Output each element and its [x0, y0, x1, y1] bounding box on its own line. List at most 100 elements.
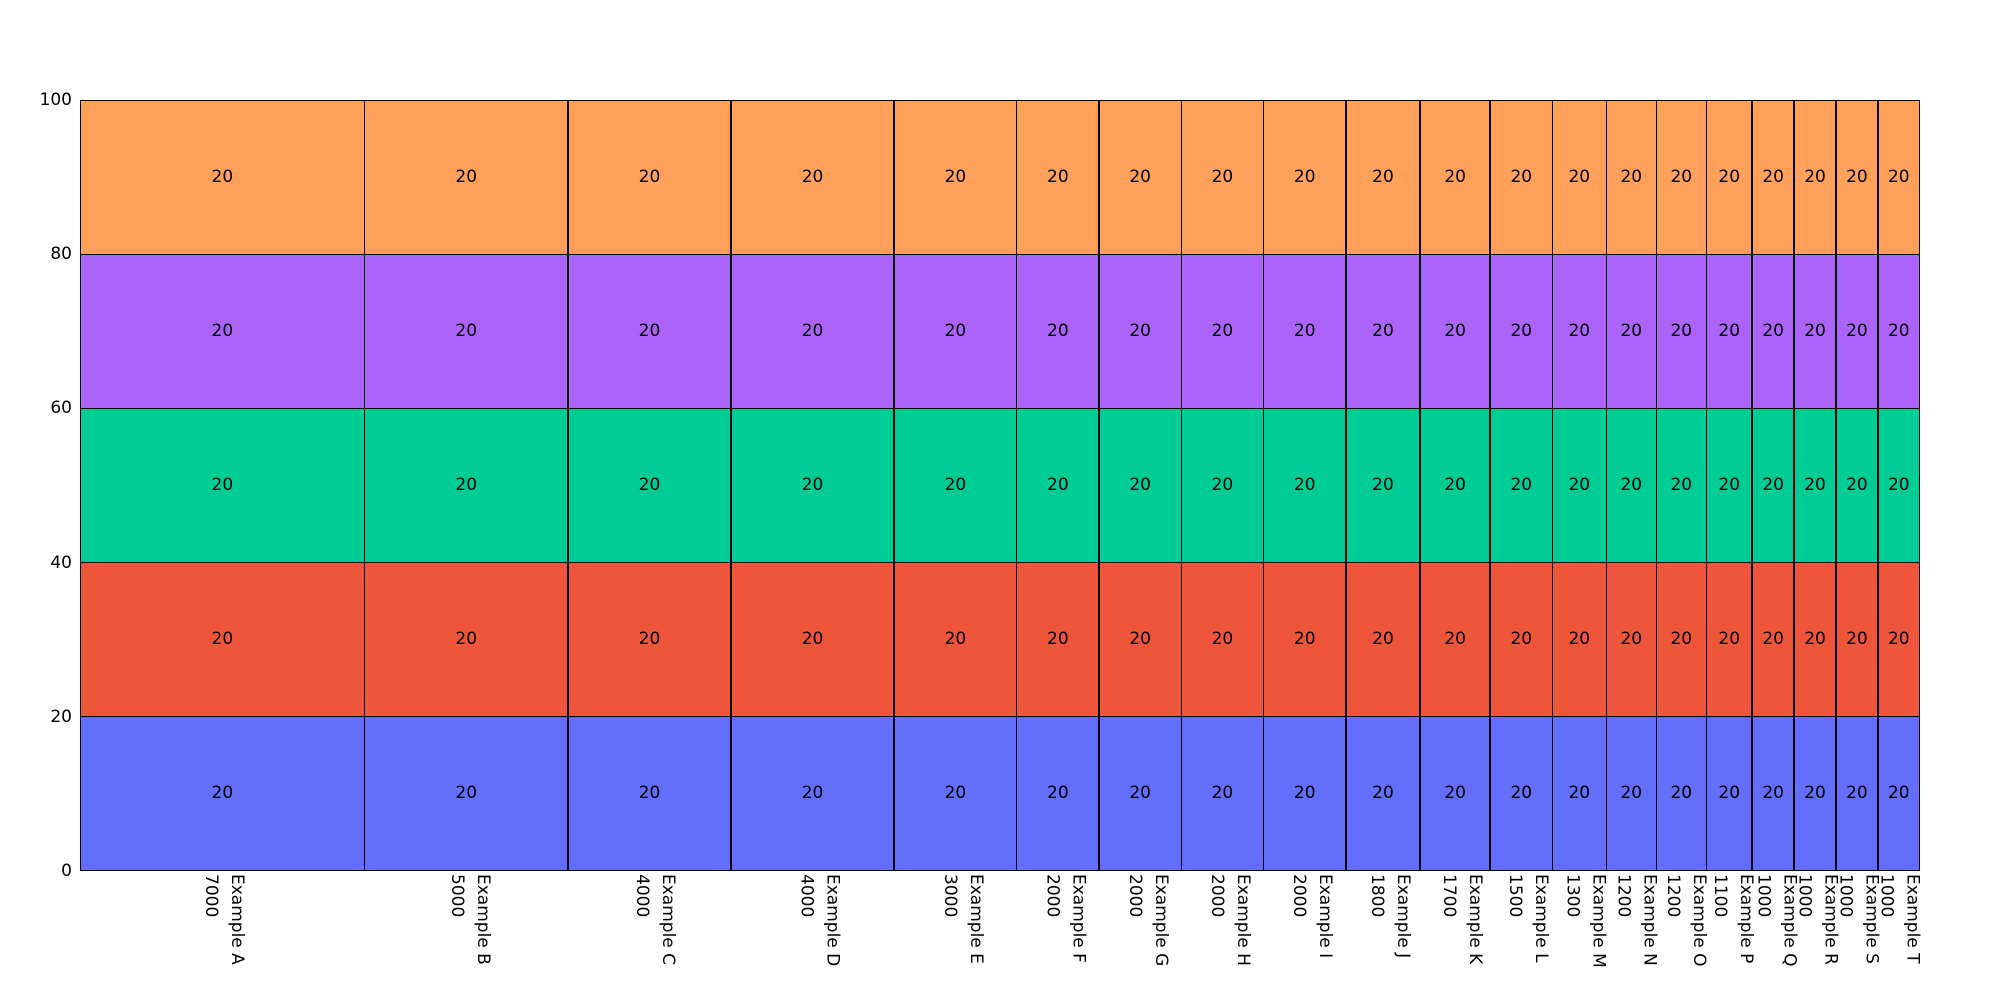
chart-cell-segment-1-blue-col4: 20: [731, 717, 894, 870]
chart-cell-segment-2-red-col18: 20: [1794, 563, 1836, 716]
x-tick-label-20: Example T 1000: [1873, 874, 1925, 964]
category-name: Example T: [1902, 874, 1923, 964]
chart-cell-segment-2-red-col11: 20: [1420, 563, 1490, 716]
chart-cell-segment-5-orange-col11: 20: [1420, 101, 1490, 254]
cell-value-label: 20: [1846, 629, 1868, 650]
category-width-value: 1200: [1662, 874, 1683, 918]
category-width-value: 1800: [1367, 874, 1388, 918]
chart-cell-segment-3-green-col10: 20: [1346, 409, 1420, 562]
cell-value-label: 20: [1211, 629, 1234, 650]
chart-cell-segment-2-red-col7: 20: [1099, 563, 1181, 716]
chart-cell-segment-3-green-col6: 20: [1017, 409, 1099, 562]
cell-value-label: 20: [1129, 474, 1151, 495]
chart-cell-segment-3-green-col9: 20: [1264, 409, 1346, 562]
cell-value-label: 20: [1211, 783, 1234, 804]
chart-cell-segment-4-purple-col10: 20: [1346, 255, 1420, 408]
chart-cell-segment-2-red-col2: 20: [365, 563, 568, 716]
chart-cell-segment-1-blue-col10: 20: [1346, 717, 1420, 870]
chart-cell-segment-4-purple-col19: 20: [1836, 255, 1878, 408]
chart-cell-segment-4-purple-col8: 20: [1182, 255, 1263, 408]
x-tick-label-18: Example R 1000: [1791, 874, 1843, 965]
cell-value-label: 20: [1887, 629, 1910, 650]
chart-cell-segment-5-orange-col5: 20: [894, 101, 1016, 254]
chart-cell-segment-3-green-col11: 20: [1420, 409, 1490, 562]
chart-cell-segment-5-orange-col4: 20: [731, 101, 894, 254]
cell-value-label: 20: [1444, 783, 1466, 804]
chart-cell-segment-2-red-col13: 20: [1553, 563, 1606, 716]
cell-value-label: 20: [1887, 474, 1910, 495]
chart-cell-segment-1-blue-col9: 20: [1264, 717, 1346, 870]
x-tick-label-7: Example G 2000: [1122, 874, 1174, 966]
cell-value-label: 20: [638, 474, 661, 495]
chart-cell-segment-5-orange-col19: 20: [1836, 101, 1878, 254]
cell-value-label: 20: [1804, 166, 1826, 187]
category-width-value: 1000: [1753, 874, 1774, 918]
cell-value-label: 20: [1444, 629, 1466, 650]
cell-value-label: 20: [1293, 166, 1316, 187]
category-name: Example J: [1393, 874, 1414, 959]
category-name: Example G: [1150, 874, 1171, 967]
chart-cell-segment-5-orange-col12: 20: [1490, 101, 1552, 254]
chart-cell-segment-4-purple-col5: 20: [894, 255, 1016, 408]
chart-cell-segment-3-green-col2: 20: [365, 409, 568, 562]
cell-value-label: 20: [1293, 474, 1316, 495]
chart-cell-segment-4-purple-col14: 20: [1607, 255, 1656, 408]
chart-cell-segment-1-blue-col8: 20: [1182, 717, 1263, 870]
cell-value-label: 20: [1620, 783, 1643, 804]
chart-cell-segment-5-orange-col13: 20: [1553, 101, 1606, 254]
cell-value-label: 20: [1047, 629, 1069, 650]
plot-area: 20 20 20 20 20 20 20 20 20 20 20 20 20 20 20 20 20 20 20 20…: [80, 100, 1920, 871]
chart-cell-segment-1-blue-col11: 20: [1420, 717, 1490, 870]
chart-cell-segment-3-green-col3: 20: [568, 409, 731, 562]
category-width-value: 1000: [1794, 874, 1815, 918]
chart-cell-segment-3-green-col15: 20: [1657, 409, 1706, 562]
chart-cell-segment-2-red-col8: 20: [1182, 563, 1263, 716]
category-width-value: 3000: [940, 874, 961, 918]
chart-cell-segment-1-blue-col17: 20: [1752, 717, 1794, 870]
y-tick-label-40: 40: [50, 552, 72, 573]
cell-value-label: 20: [638, 629, 661, 650]
chart-cell-segment-5-orange-col9: 20: [1264, 101, 1346, 254]
cell-value-label: 20: [1670, 783, 1693, 804]
chart-cell-segment-4-purple-col7: 20: [1099, 255, 1181, 408]
category-name: Example H: [1233, 874, 1253, 966]
cell-value-label: 20: [1568, 320, 1591, 341]
category-name: Example L: [1530, 874, 1551, 963]
category-name: Example M: [1588, 874, 1609, 968]
chart-cell-segment-4-purple-col17: 20: [1752, 255, 1794, 408]
category-name: Example A: [226, 874, 247, 965]
x-tick-label-9: Example I 2000: [1286, 874, 1338, 958]
chart-cell-segment-3-green-col1: 20: [81, 409, 364, 562]
chart-cell-segment-1-blue-col6: 20: [1017, 717, 1099, 870]
x-tick-label-15: Example O 1200: [1660, 874, 1712, 967]
cell-value-label: 20: [1047, 166, 1069, 187]
x-tick-label-17: Example Q 1000: [1750, 874, 1802, 967]
chart-cell-segment-4-purple-col20: 20: [1878, 255, 1919, 408]
chart-cell-segment-5-orange-col8: 20: [1182, 101, 1263, 254]
cell-value-label: 20: [455, 474, 478, 495]
cell-value-label: 20: [455, 320, 478, 341]
chart-cell-segment-4-purple-col3: 20: [568, 255, 731, 408]
cell-value-label: 20: [211, 629, 234, 650]
chart-cell-segment-5-orange-col16: 20: [1707, 101, 1752, 254]
x-tick-label-2: Example B 5000: [444, 874, 496, 965]
category-width-value: 7000: [200, 874, 221, 918]
cell-value-label: 20: [1372, 320, 1394, 341]
cell-value-label: 20: [1372, 474, 1394, 495]
chart-cell-segment-1-blue-col15: 20: [1657, 717, 1706, 870]
category-width-value: 2000: [1207, 874, 1227, 918]
chart-cell-segment-2-red-col6: 20: [1017, 563, 1099, 716]
category-width-value: 4000: [796, 874, 817, 918]
category-name: Example P: [1736, 874, 1757, 964]
chart-cell-segment-1-blue-col20: 20: [1878, 717, 1919, 870]
chart-cell-segment-3-green-col13: 20: [1553, 409, 1606, 562]
chart-cell-segment-3-green-col20: 20: [1878, 409, 1919, 562]
y-tick-label-60: 60: [50, 398, 72, 419]
x-tick-label-13: Example M 1300: [1559, 874, 1611, 968]
cell-value-label: 20: [801, 320, 824, 341]
cell-value-label: 20: [1718, 629, 1741, 650]
cell-value-label: 20: [1129, 783, 1151, 804]
category-name: Example Q: [1779, 874, 1800, 967]
chart-cell-segment-1-blue-col18: 20: [1794, 717, 1836, 870]
